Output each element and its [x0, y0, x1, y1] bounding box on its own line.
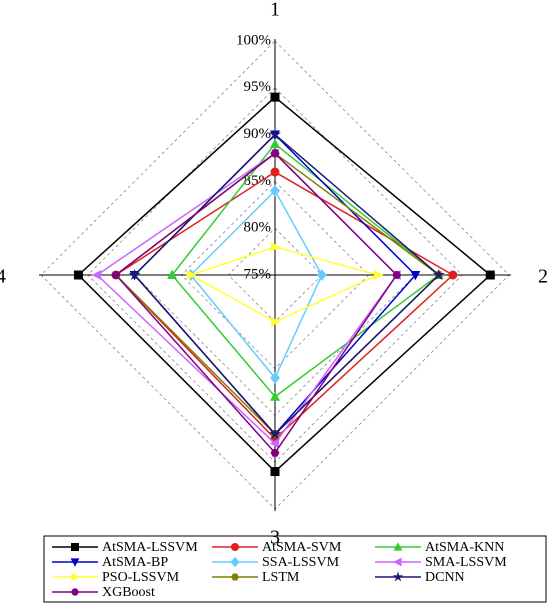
legend-label: SSA-LSSVM	[262, 555, 340, 570]
marker	[373, 270, 384, 280]
marker	[410, 270, 421, 281]
marker	[485, 270, 495, 280]
marker	[270, 184, 280, 197]
legend-label: AtSMA-LSSVM	[102, 540, 198, 555]
legend-label: AtSMA-SVM	[262, 540, 342, 555]
legend-label: SMA-LSSVM	[425, 555, 507, 570]
r-tick-label: 100%	[236, 32, 271, 48]
marker	[230, 556, 240, 568]
marker	[111, 271, 121, 279]
legend-label: LSTM	[262, 570, 300, 585]
marker	[270, 149, 280, 158]
marker	[270, 448, 280, 457]
marker	[270, 467, 280, 477]
marker	[128, 268, 141, 281]
marker	[269, 427, 281, 440]
marker	[392, 271, 402, 279]
legend-label: AtSMA-KNN	[425, 540, 504, 555]
axis-label: 2	[538, 266, 548, 288]
legend-label: DCNN	[425, 570, 465, 585]
legend-box	[43, 535, 547, 603]
marker	[269, 438, 280, 449]
marker	[231, 573, 239, 581]
marker	[186, 270, 197, 280]
marker	[73, 270, 83, 280]
series-line	[188, 246, 381, 323]
marker	[269, 128, 281, 140]
marker	[393, 557, 402, 567]
marker	[392, 571, 404, 582]
marker	[270, 316, 281, 327]
marker	[270, 372, 280, 384]
marker	[316, 269, 327, 281]
legend-label: AtSMA-BP	[102, 555, 168, 570]
r-tick-label: 85%	[244, 173, 272, 189]
series-line	[95, 152, 398, 445]
marker	[270, 167, 280, 177]
marker	[71, 572, 80, 582]
marker	[91, 270, 102, 280]
axis-label: 1	[270, 0, 280, 21]
r-tick-label: 90%	[244, 126, 272, 142]
axis-label: 3	[270, 527, 280, 549]
marker	[393, 542, 403, 551]
marker	[270, 241, 281, 252]
r-tick-label: 80%	[244, 220, 272, 236]
r-tick-label: 75%	[244, 266, 272, 282]
marker	[448, 270, 458, 280]
marker	[70, 558, 80, 567]
marker	[231, 543, 239, 551]
marker	[270, 92, 280, 102]
marker	[270, 391, 280, 401]
marker	[432, 268, 445, 281]
legend-label: PSO-LSSVM	[102, 570, 180, 585]
marker	[71, 588, 79, 596]
series-line	[114, 171, 455, 440]
marker	[270, 138, 280, 149]
axis-label: 4	[0, 266, 6, 288]
legend-label: XGBoost	[102, 585, 155, 600]
marker	[167, 269, 177, 280]
r-tick-label: 95%	[244, 79, 272, 95]
marker	[71, 543, 79, 551]
